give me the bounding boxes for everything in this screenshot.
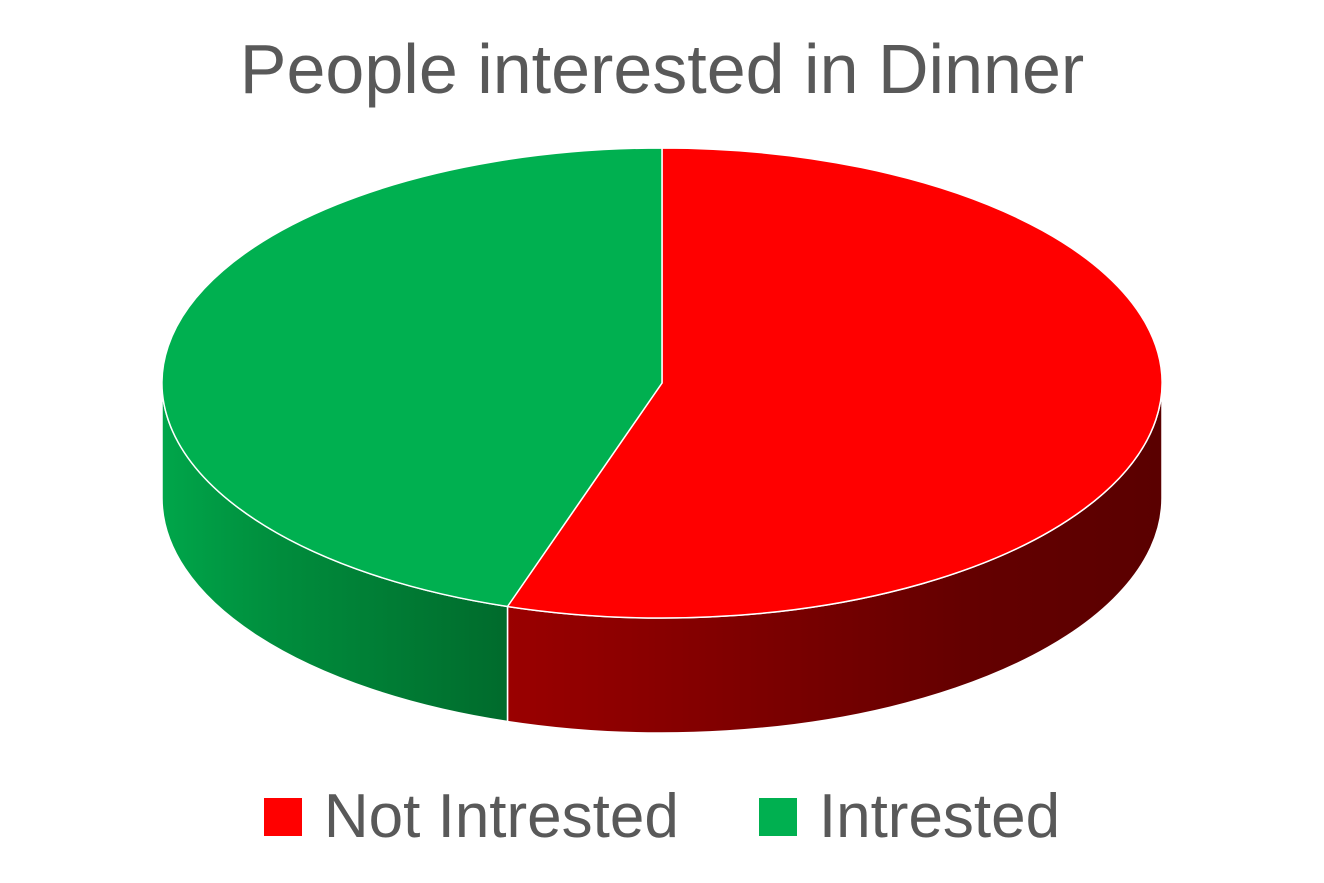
legend: Not Intrested Intrested [0,772,1324,862]
legend-item-not-intrested: Not Intrested [263,772,679,862]
legend-item-intrested: Intrested [758,772,1061,862]
pie-tops [161,147,1163,619]
chart-title: People interested in Dinner [239,30,1085,108]
legend-label-intrested: Intrested [818,782,1061,851]
pie-slice-intrested [161,147,663,608]
pie-slice-not-intrested [506,147,1163,619]
legend-label-not-intrested: Not Intrested [323,782,679,851]
legend-swatch-intrested [758,798,797,836]
legend-swatch-not-intrested [263,798,302,836]
